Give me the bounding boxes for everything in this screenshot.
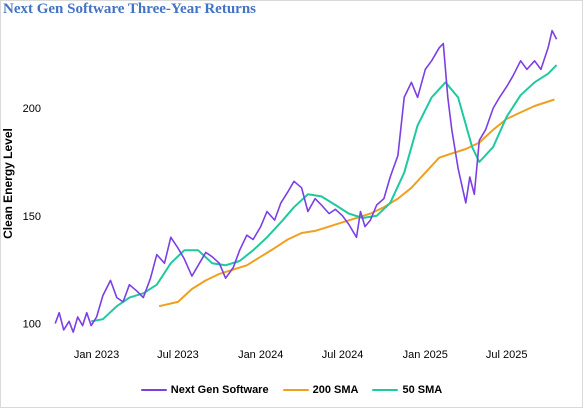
- y-tick-label: 150: [23, 211, 41, 223]
- y-axis-ticks: 100 150 200: [23, 103, 41, 330]
- x-tick-label: Jan 2023: [74, 349, 119, 361]
- x-tick-label: Jan 2025: [403, 349, 448, 361]
- legend-swatch: [140, 389, 167, 391]
- chart-title: Next Gen Software Three-Year Returns: [3, 1, 257, 17]
- x-tick-label: Jul 2024: [322, 349, 364, 361]
- x-axis-ticks: Jan 2023 Jul 2023 Jan 2024 Jul 2024 Jan 2025…: [74, 349, 528, 361]
- series-lines: [54, 29, 558, 333]
- legend-label: Next Gen Software: [170, 384, 269, 396]
- x-tick-label: Jul 2023: [157, 349, 199, 361]
- y-axis-label: Clean Energy Level: [1, 128, 15, 239]
- x-tick-label: Jul 2025: [486, 349, 528, 361]
- legend-swatch: [372, 389, 399, 391]
- chart-legend: Next Gen Software 200 SMA 50 SMA: [0, 384, 583, 396]
- y-tick-label: 200: [23, 103, 41, 115]
- legend-item: 200 SMA: [282, 384, 359, 396]
- series-line-next-gen-software: [54, 29, 558, 333]
- legend-label: 200 SMA: [312, 384, 359, 396]
- legend-label: 50 SMA: [402, 384, 443, 396]
- legend-item: Next Gen Software: [140, 384, 269, 396]
- y-tick-label: 100: [23, 318, 41, 330]
- series-line-200-sma: [158, 98, 555, 308]
- legend-swatch: [282, 389, 309, 391]
- legend-item: 50 SMA: [372, 384, 442, 396]
- x-tick-label: Jan 2024: [238, 349, 283, 361]
- series-line-50-sma: [91, 64, 558, 323]
